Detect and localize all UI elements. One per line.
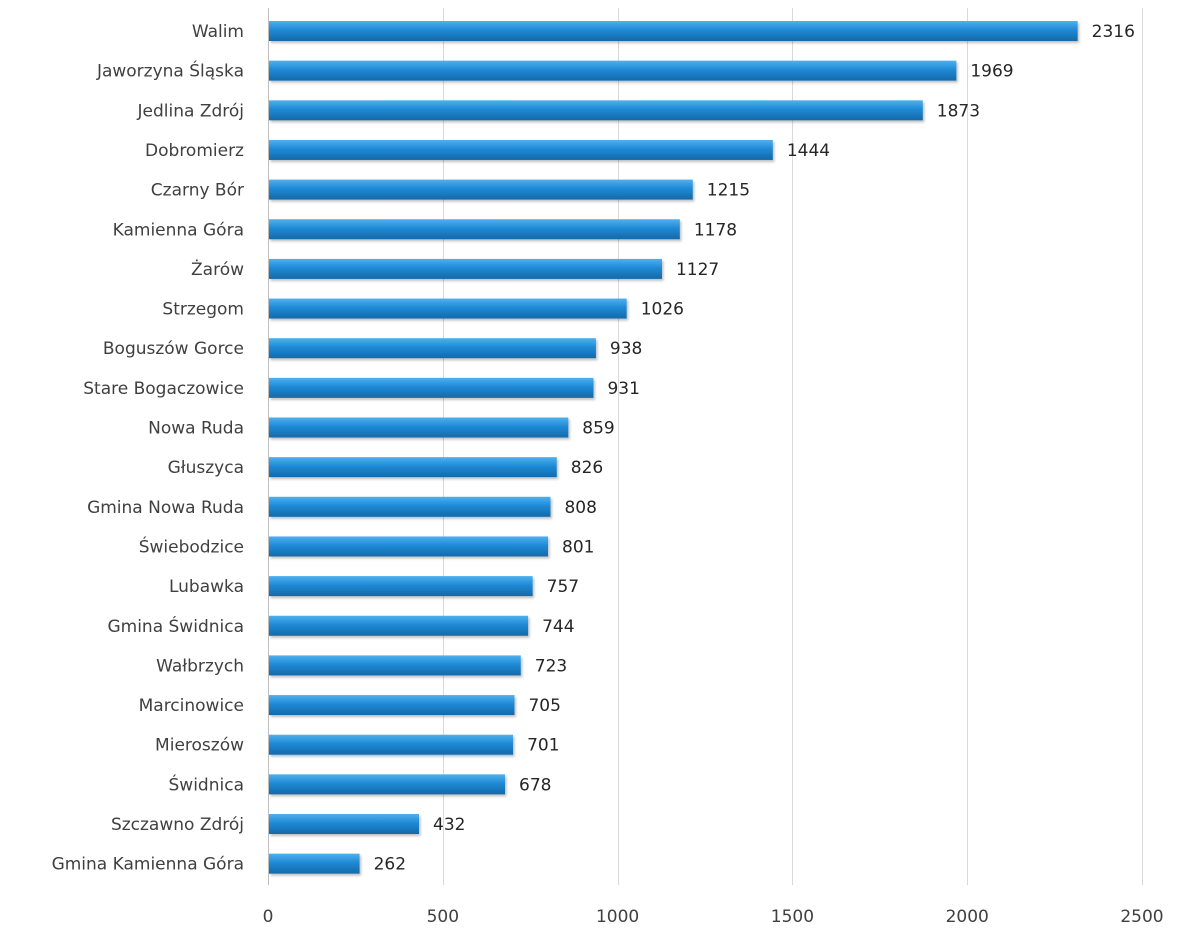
data-label-5: 1178 (694, 220, 737, 240)
data-label-15: 744 (542, 617, 574, 637)
data-label-0: 2316 (1092, 22, 1135, 42)
data-label-18: 701 (527, 736, 559, 756)
category-label-4: Czarny Bór (151, 181, 244, 201)
bar-12 (269, 496, 551, 517)
bar-10 (269, 417, 569, 438)
category-label-14: Lubawka (169, 577, 244, 597)
bar-6 (269, 258, 662, 279)
data-label-4: 1215 (707, 181, 750, 201)
category-label-1: Jaworzyna Śląska (96, 60, 244, 82)
bar-18 (269, 734, 514, 755)
data-label-17: 705 (528, 696, 560, 716)
category-label-2: Jedlina Zdrój (137, 101, 244, 121)
data-label-8: 938 (610, 339, 642, 359)
category-label-20: Szczawno Zdrój (111, 815, 244, 835)
bar-16 (269, 655, 521, 676)
category-label-17: Marcinowice (139, 696, 244, 716)
category-label-0: Walim (192, 22, 244, 42)
bar-2 (269, 100, 923, 121)
data-label-16: 723 (535, 656, 567, 676)
category-label-21: Gmina Kamienna Góra (52, 855, 244, 875)
bar-13 (269, 536, 549, 557)
x-tick-label-2000: 2000 (946, 907, 989, 927)
x-tick-label-1000: 1000 (596, 907, 639, 927)
category-label-16: Wałbrzych (156, 656, 244, 676)
data-label-12: 808 (564, 498, 596, 518)
x-tick-label-0: 0 (263, 907, 274, 927)
bar-3 (269, 139, 773, 160)
category-label-5: Kamienna Góra (113, 220, 244, 240)
bar-19 (269, 774, 506, 795)
x-tick-label-1500: 1500 (771, 907, 814, 927)
category-labels: Walim Jaworzyna Śląska Jedlina Zdrój Dobrom… (52, 22, 245, 875)
category-label-12: Gmina Nowa Ruda (87, 498, 244, 518)
bar-4 (269, 179, 693, 200)
x-tick-label-500: 500 (427, 907, 459, 927)
data-label-19: 678 (519, 775, 551, 795)
data-label-9: 931 (607, 379, 639, 399)
data-label-14: 757 (547, 577, 579, 597)
bar-14 (269, 576, 533, 597)
bar-20 (269, 814, 420, 834)
x-axis-tick-labels: 0 500 1000 1500 2000 2500 (263, 907, 1164, 927)
bar-0 (269, 21, 1078, 41)
data-label-3: 1444 (787, 141, 830, 161)
bar-17 (269, 695, 515, 716)
data-label-7: 1026 (641, 300, 684, 320)
bar-8 (269, 338, 596, 359)
bar-7 (269, 298, 627, 319)
category-label-11: Głuszyca (168, 458, 244, 478)
bar-21 (269, 853, 360, 874)
category-label-13: Świebodzice (139, 535, 244, 557)
category-label-7: Strzegom (162, 300, 244, 320)
data-labels: 2316 1969 1873 1444 1215 1178 1127 1026 938 931 85… (374, 22, 1135, 875)
category-label-18: Mieroszów (155, 736, 244, 756)
data-label-1: 1969 (970, 62, 1013, 82)
category-label-19: Świdnica (169, 773, 244, 795)
data-label-6: 1127 (676, 260, 719, 280)
category-label-15: Gmina Świdnica (107, 615, 244, 637)
category-label-9: Stare Bogaczowice (83, 379, 244, 399)
data-label-11: 826 (571, 458, 603, 478)
data-label-21: 262 (374, 855, 406, 875)
bar-5 (269, 219, 680, 240)
bar-1 (269, 60, 957, 81)
bar-11 (269, 457, 557, 478)
data-label-10: 859 (582, 419, 614, 439)
category-label-10: Nowa Ruda (148, 419, 244, 439)
category-label-6: Żarów (191, 259, 244, 280)
bar-15 (269, 615, 529, 636)
bars (269, 21, 1078, 874)
bar-9 (269, 377, 594, 398)
category-label-8: Boguszów Gorce (103, 339, 244, 359)
data-label-2: 1873 (937, 101, 980, 121)
data-label-20: 432 (433, 815, 465, 835)
data-label-13: 801 (562, 537, 594, 557)
category-label-3: Dobromierz (145, 141, 244, 161)
x-tick-label-2500: 2500 (1120, 907, 1163, 927)
